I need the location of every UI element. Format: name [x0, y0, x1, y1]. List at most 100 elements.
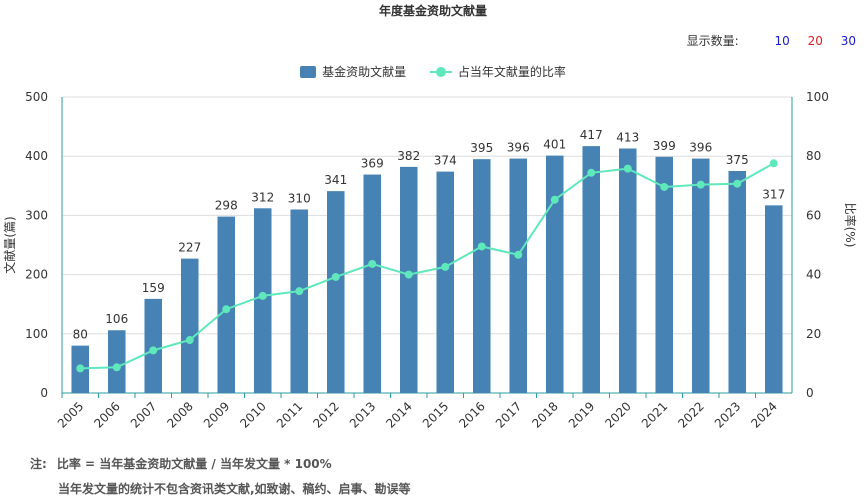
display-count-option-30[interactable]: 30	[840, 34, 856, 48]
display-count-option-10[interactable]: 10	[774, 34, 790, 48]
y2-tick-label: 40	[806, 268, 821, 282]
chart-legend: 基金资助文献量 占当年文献量的比率	[0, 63, 866, 81]
ratio-point	[550, 195, 559, 204]
ratio-point	[76, 364, 85, 373]
note-line-2: 当年发文量的统计不包含资讯类文献,如致谢、稿约、启事、勘误等	[58, 482, 411, 496]
bar	[290, 209, 309, 393]
bar-value-label: 413	[616, 131, 639, 145]
note-text-1: 比率 = 当年基金资助文献量 / 当年发文量 * 100%	[56, 457, 332, 471]
x-tick-label: 2016	[456, 399, 487, 430]
chart-title: 年度基金资助文献量	[378, 4, 487, 18]
bar	[472, 159, 491, 393]
bar	[144, 298, 163, 393]
bar-value-label: 395	[470, 141, 493, 155]
ratio-point	[696, 180, 705, 189]
ratio-point	[477, 242, 486, 251]
bar-value-label: 298	[215, 199, 238, 213]
display-count-option-20[interactable]: 20	[807, 34, 823, 48]
y-tick-label: 0	[40, 386, 48, 400]
bar-value-label: 374	[434, 154, 457, 168]
ratio-point	[514, 250, 523, 259]
ratio-point	[733, 179, 742, 188]
x-tick-label: 2021	[639, 399, 670, 430]
x-tick-label: 2024	[748, 399, 779, 430]
x-tick-label: 2005	[55, 399, 86, 430]
x-tick-label: 2009	[201, 399, 232, 430]
ratio-point	[149, 346, 158, 355]
bar	[655, 156, 674, 393]
bar	[399, 166, 418, 393]
bar-value-label: 312	[251, 190, 274, 204]
ratio-point	[258, 291, 267, 300]
ratio-point	[660, 182, 669, 191]
y-tick-label: 400	[25, 149, 48, 163]
bar-value-label: 80	[73, 328, 88, 342]
bar-value-label: 417	[580, 128, 603, 142]
x-tick-label: 2013	[347, 399, 378, 430]
bar-value-label: 369	[361, 157, 384, 171]
x-tick-label: 2020	[602, 399, 633, 430]
y2-axis-title: 比率(%)	[843, 203, 858, 248]
y-tick-label: 300	[25, 208, 48, 222]
bar-value-label: 382	[397, 149, 420, 163]
note-line-1: 注: 比率 = 当年基金资助文献量 / 当年发文量 * 100%	[30, 455, 332, 472]
legend-bar-swatch	[300, 65, 317, 78]
y-axis-title: 文献量(篇)	[2, 216, 17, 273]
x-tick-label: 2010	[237, 399, 268, 430]
bar-value-label: 106	[105, 312, 128, 326]
bar	[764, 205, 783, 393]
ratio-line	[80, 162, 775, 370]
bar	[217, 216, 236, 393]
bar	[363, 174, 382, 393]
legend-item-line[interactable]: 占当年文献量的比率	[429, 63, 566, 80]
x-tick-label: 2022	[675, 399, 706, 430]
bar-value-label: 401	[543, 138, 566, 152]
bar	[180, 258, 199, 393]
legend-bar-label: 基金资助文献量	[322, 65, 407, 79]
bar-value-label: 341	[324, 173, 347, 187]
bar-value-label: 375	[726, 153, 749, 167]
chart-plot: 0 100 200 300 400 500 0 20 40 60 80 100 80 2005 106 200…	[2, 90, 858, 431]
ratio-point	[112, 363, 121, 372]
legend-line-swatch	[429, 66, 452, 78]
x-tick-label: 2023	[712, 399, 743, 430]
y2-tick-label: 100	[806, 90, 829, 104]
legend-line-label: 占当年文献量的比率	[457, 65, 566, 79]
bar	[509, 158, 528, 393]
bar	[107, 330, 126, 393]
legend-item-bar[interactable]: 基金资助文献量	[300, 63, 406, 80]
y2-tick-label: 0	[806, 386, 814, 400]
bar-value-label: 310	[288, 191, 311, 205]
ratio-point	[404, 270, 413, 279]
x-tick-label: 2008	[164, 399, 195, 430]
x-tick-label: 2017	[493, 399, 524, 430]
x-tick-label: 2007	[128, 399, 159, 430]
ratio-point	[441, 262, 450, 271]
ratio-point	[368, 259, 377, 268]
ratio-point	[295, 287, 304, 296]
note-prefix: 注:	[30, 457, 47, 471]
bar	[618, 148, 637, 393]
bar-value-label: 399	[653, 139, 676, 153]
bar	[728, 171, 747, 393]
x-tick-label: 2011	[274, 399, 305, 430]
ratio-point	[222, 305, 231, 314]
bar-value-label: 396	[507, 141, 530, 155]
bar-value-label: 396	[689, 141, 712, 155]
x-tick-label: 2014	[383, 399, 414, 430]
ratio-point	[587, 168, 596, 177]
bar	[436, 171, 455, 393]
bar	[582, 146, 601, 393]
ratio-point	[331, 272, 340, 281]
x-tick-label: 2018	[529, 399, 560, 430]
display-count-control: 显示数量: 10 20 30	[687, 32, 856, 49]
bar-value-label: 159	[142, 281, 165, 295]
bar	[545, 155, 564, 393]
y-tick-label: 100	[25, 327, 48, 341]
y-tick-label: 200	[25, 268, 48, 282]
x-tick-label: 2006	[91, 399, 122, 430]
ratio-point	[185, 336, 194, 345]
y2-tick-label: 20	[806, 327, 821, 341]
y2-tick-label: 60	[806, 208, 821, 222]
bar	[326, 191, 345, 393]
